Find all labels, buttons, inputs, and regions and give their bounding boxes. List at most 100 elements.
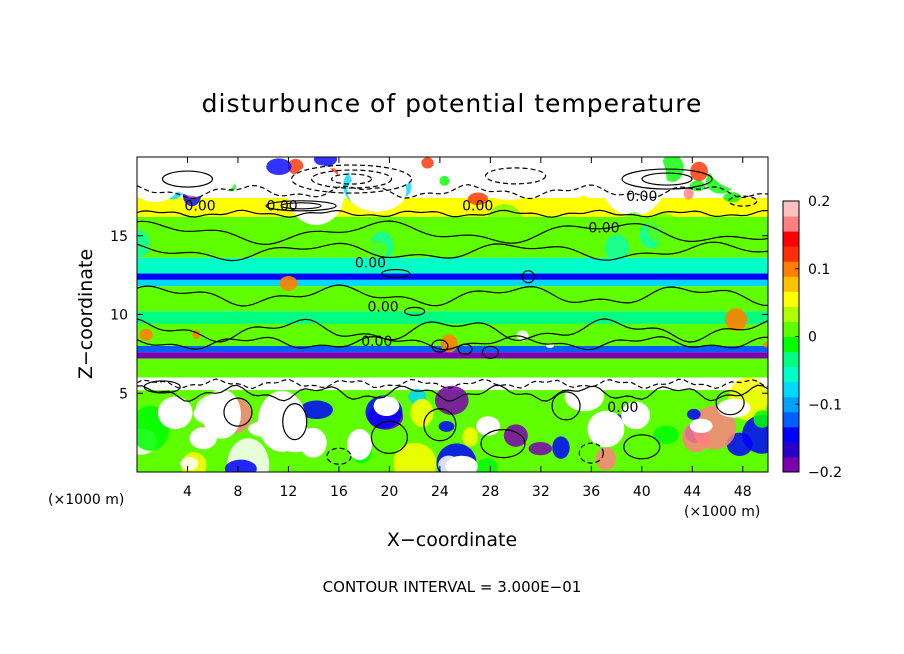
x-tick-label: 32 bbox=[532, 484, 550, 500]
contour-labels: 0.00 0.00 0.00 0.00 0.00 0.00 0.00 0.00 0.00 bbox=[185, 189, 658, 416]
field-feature bbox=[683, 187, 694, 200]
contour-line bbox=[137, 318, 768, 343]
field-feature bbox=[257, 390, 307, 452]
contour-ring bbox=[715, 390, 745, 416]
contour-line bbox=[137, 220, 768, 245]
x-tick-label: 8 bbox=[233, 484, 242, 500]
x-tick-label: 20 bbox=[380, 484, 398, 500]
x-axis-label: X−coordinate bbox=[387, 529, 517, 551]
field-feature bbox=[137, 230, 150, 258]
colorbar-segment bbox=[783, 381, 799, 398]
field-feature bbox=[299, 427, 327, 458]
field-band-7 bbox=[137, 311, 768, 324]
field-feature bbox=[299, 400, 334, 420]
y-axis-ticks: 5 10 15 bbox=[110, 229, 768, 402]
field-feature bbox=[528, 441, 553, 456]
colorbar-tick-label: −0.2 bbox=[808, 465, 842, 481]
contour-line bbox=[137, 378, 768, 390]
colorbar-segment bbox=[783, 261, 799, 277]
colorbar-segment bbox=[783, 441, 799, 458]
contour-ring bbox=[280, 202, 322, 210]
x-tick-label: 4 bbox=[183, 484, 192, 500]
field-feature bbox=[439, 175, 450, 186]
colorbar-segment bbox=[783, 396, 799, 413]
field-feature bbox=[587, 410, 625, 448]
field-feature bbox=[564, 381, 605, 412]
field-feature bbox=[724, 308, 748, 332]
field-feature bbox=[753, 410, 768, 428]
contour-ring bbox=[381, 268, 411, 279]
contour-label-6: 0.00 bbox=[588, 221, 619, 237]
contour-ring bbox=[484, 167, 547, 185]
colorbar-segment bbox=[783, 321, 799, 337]
field-feature bbox=[621, 401, 651, 430]
contour-ring bbox=[330, 173, 373, 185]
chart-title: disturbunce of potential temperature bbox=[202, 89, 703, 118]
field-feature bbox=[445, 455, 478, 472]
contour-ring bbox=[310, 169, 393, 189]
field-feature bbox=[410, 398, 434, 428]
y-tick-label: 15 bbox=[110, 229, 128, 245]
field-band-5 bbox=[137, 279, 768, 287]
y-tick-label: 5 bbox=[119, 386, 128, 402]
field-band-11 bbox=[137, 358, 768, 378]
field-feature bbox=[762, 341, 768, 348]
x-axis-unit: (×1000 m) bbox=[684, 504, 760, 520]
field-feature bbox=[686, 408, 701, 420]
field-band-1 bbox=[137, 197, 768, 217]
field-feature bbox=[503, 424, 528, 447]
colorbar-tick-label: −0.1 bbox=[808, 397, 842, 413]
contour-ring bbox=[431, 339, 449, 353]
x-tick-label: 28 bbox=[481, 484, 499, 500]
colorbar-segment bbox=[783, 231, 799, 247]
field-feature bbox=[475, 458, 499, 472]
field-band-12 bbox=[137, 377, 768, 391]
colorbar-segment bbox=[783, 366, 799, 383]
colorbar-ticks: 0.2 0.1 0 −0.1 −0.2 bbox=[795, 194, 842, 481]
field-feature bbox=[288, 164, 345, 225]
contour-ring bbox=[621, 168, 713, 190]
contour-ring bbox=[641, 172, 693, 186]
colorbar-segment bbox=[783, 246, 799, 262]
contour-ring bbox=[578, 442, 604, 464]
field-band-4 bbox=[137, 273, 768, 280]
contour-label-0: 0.00 bbox=[185, 199, 216, 215]
colorbar-tick-label: 0 bbox=[808, 330, 817, 346]
colorbar-segment bbox=[783, 291, 799, 307]
contour-line bbox=[137, 384, 768, 402]
field-feature bbox=[477, 163, 542, 201]
contour-ring bbox=[423, 408, 457, 442]
x-tick-label: 24 bbox=[431, 484, 449, 500]
contour-lines bbox=[137, 164, 768, 465]
field-feature bbox=[313, 157, 338, 167]
colorbar-segment bbox=[783, 456, 799, 473]
contour-label-8: 0.00 bbox=[607, 400, 638, 416]
field-feature bbox=[552, 436, 570, 459]
y-axis-label: Z−coordinate bbox=[75, 249, 97, 379]
contour-line bbox=[137, 284, 768, 307]
colorbar-segment bbox=[783, 336, 799, 353]
field-feature bbox=[421, 157, 434, 169]
field-feature bbox=[224, 459, 257, 472]
contour-line bbox=[137, 335, 768, 351]
colorbar-tick-label: 0.2 bbox=[808, 194, 830, 210]
field-feature bbox=[231, 242, 252, 257]
x-tick-label: 12 bbox=[280, 484, 298, 500]
contour-ring bbox=[404, 306, 426, 316]
field-feature bbox=[730, 157, 768, 188]
y-axis-unit: (×1000 m) bbox=[48, 492, 124, 508]
field-feature bbox=[347, 171, 407, 212]
field-feature bbox=[393, 442, 437, 472]
colorbar-segment bbox=[783, 276, 799, 292]
field-feature bbox=[137, 157, 184, 203]
contour-ring bbox=[457, 343, 473, 355]
x-tick-label: 44 bbox=[683, 484, 701, 500]
contour-line bbox=[137, 184, 768, 200]
contour-ring bbox=[623, 434, 661, 460]
colorbar bbox=[782, 200, 800, 473]
contour-ring bbox=[223, 397, 253, 427]
field-feature bbox=[467, 192, 489, 206]
field-feature bbox=[653, 425, 680, 445]
colorbar-segment bbox=[783, 306, 799, 322]
